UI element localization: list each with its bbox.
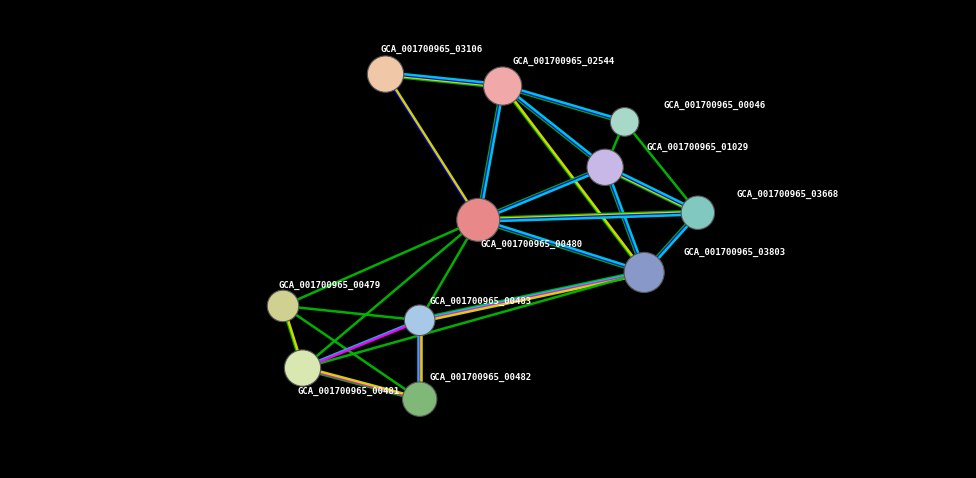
- Text: GCA_001700965_00480: GCA_001700965_00480: [480, 240, 583, 250]
- Text: GCA_001700965_00483: GCA_001700965_00483: [429, 296, 532, 306]
- Text: GCA_001700965_02544: GCA_001700965_02544: [512, 56, 615, 66]
- Ellipse shape: [367, 56, 404, 92]
- Text: GCA_001700965_03668: GCA_001700965_03668: [737, 190, 839, 199]
- Ellipse shape: [402, 382, 437, 416]
- Ellipse shape: [457, 198, 500, 241]
- Ellipse shape: [681, 196, 714, 229]
- Text: GCA_001700965_00481: GCA_001700965_00481: [298, 386, 400, 396]
- Ellipse shape: [610, 108, 639, 136]
- Text: GCA_001700965_03106: GCA_001700965_03106: [381, 44, 483, 54]
- Ellipse shape: [267, 290, 299, 322]
- Text: GCA_001700965_00046: GCA_001700965_00046: [664, 100, 766, 110]
- Ellipse shape: [284, 350, 321, 386]
- Text: GCA_001700965_00479: GCA_001700965_00479: [278, 281, 381, 291]
- Ellipse shape: [624, 252, 665, 293]
- Ellipse shape: [404, 305, 435, 336]
- Ellipse shape: [483, 67, 522, 105]
- Text: GCA_001700965_01029: GCA_001700965_01029: [646, 142, 749, 152]
- Text: GCA_001700965_00482: GCA_001700965_00482: [429, 373, 532, 382]
- Ellipse shape: [587, 149, 624, 185]
- Text: GCA_001700965_03803: GCA_001700965_03803: [683, 248, 786, 257]
